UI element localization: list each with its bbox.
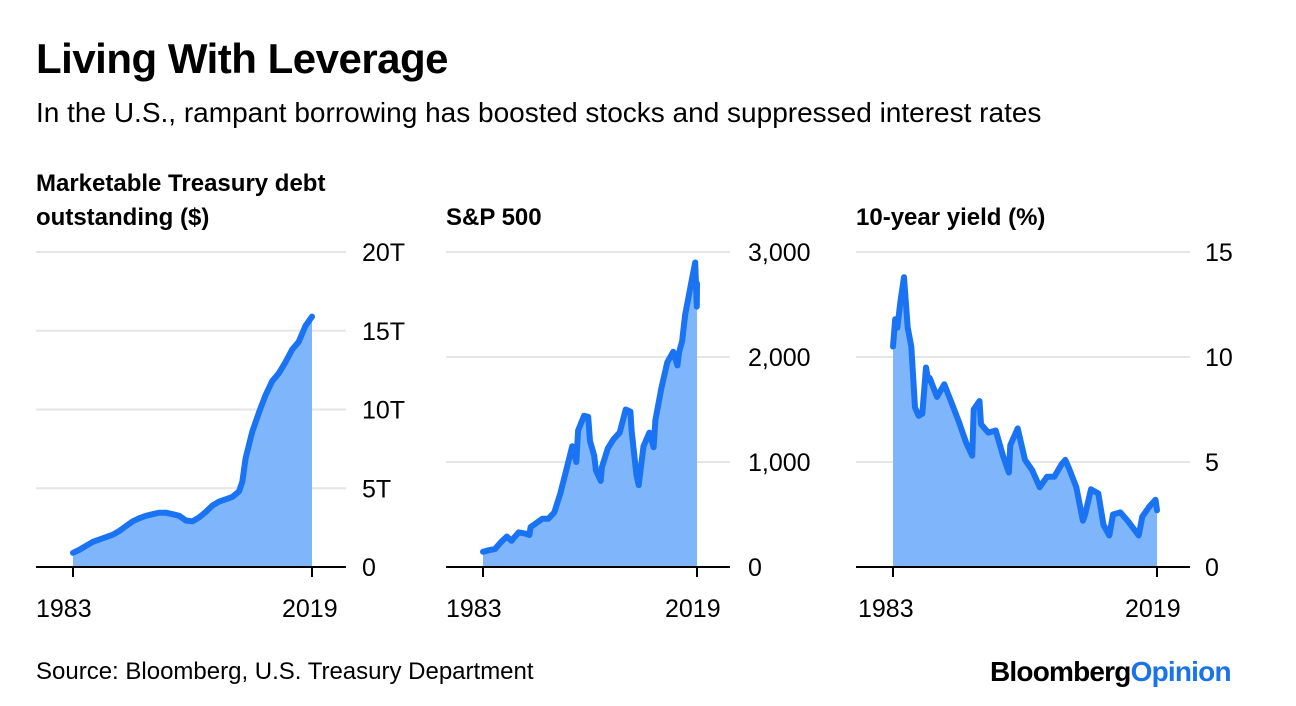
- y-tick-label: 5: [1205, 449, 1219, 477]
- panel-1-title: Marketable Treasury debt outstanding ($): [36, 167, 325, 235]
- chart-panel-10yr-yield: 0 5 10 15 1983 2019: [856, 239, 1233, 623]
- panel-2-title-line2: S&P 500: [446, 204, 542, 231]
- series-area: [73, 316, 312, 567]
- logo-opinion: Opinion: [1130, 656, 1232, 687]
- y-tick-label: 15T: [362, 318, 405, 346]
- y-tick-label: 20T: [362, 239, 405, 267]
- y-tick-label: 0: [748, 554, 762, 582]
- series-line: [890, 274, 1160, 539]
- series-line: [480, 259, 700, 555]
- x-tick-label: 1983: [858, 595, 914, 623]
- chart-panel-sp500: 0 1,000 2,000 3,000 1983 2019: [446, 239, 811, 623]
- panel-2-title: S&P 500: [446, 201, 542, 235]
- y-tick-label: 1,000: [748, 449, 811, 477]
- panel-3-title: 10-year yield (%): [856, 201, 1045, 235]
- y-tick-label: 10T: [362, 397, 405, 425]
- series-area: [893, 277, 1157, 567]
- panel-3-title-line2: 10-year yield (%): [856, 204, 1046, 231]
- chart-title: Living With Leverage: [36, 35, 449, 82]
- panel-1-title-line2: outstanding ($): [36, 204, 210, 231]
- y-tick-label: 0: [362, 554, 376, 582]
- logo-bloomberg: Bloomberg: [990, 656, 1131, 687]
- series-line: [70, 313, 315, 556]
- chart-subtitle: In the U.S., rampant borrowing has boost…: [36, 97, 1042, 128]
- series-area: [483, 262, 697, 567]
- x-tick-label: 2019: [282, 595, 338, 623]
- x-tick-label: 2019: [665, 595, 721, 623]
- y-tick-label: 15: [1205, 239, 1233, 267]
- y-tick-label: 0: [1205, 554, 1219, 582]
- bloomberg-opinion-logo: BloombergOpinion: [990, 656, 1232, 688]
- chart-panel-treasury-debt: 0 5T 10T 15T 20T 1983 2019: [36, 239, 405, 623]
- panel-1-title-line1: Marketable Treasury debt: [36, 170, 326, 197]
- y-tick-label: 10: [1205, 344, 1233, 372]
- x-tick-label: 1983: [36, 595, 92, 623]
- x-tick-label: 1983: [446, 595, 502, 623]
- source-note: Source: Bloomberg, U.S. Treasury Departm…: [36, 658, 534, 685]
- y-tick-label: 2,000: [748, 344, 811, 372]
- y-tick-label: 5T: [362, 475, 391, 503]
- x-tick-label: 2019: [1125, 595, 1181, 623]
- y-tick-label: 3,000: [748, 239, 811, 267]
